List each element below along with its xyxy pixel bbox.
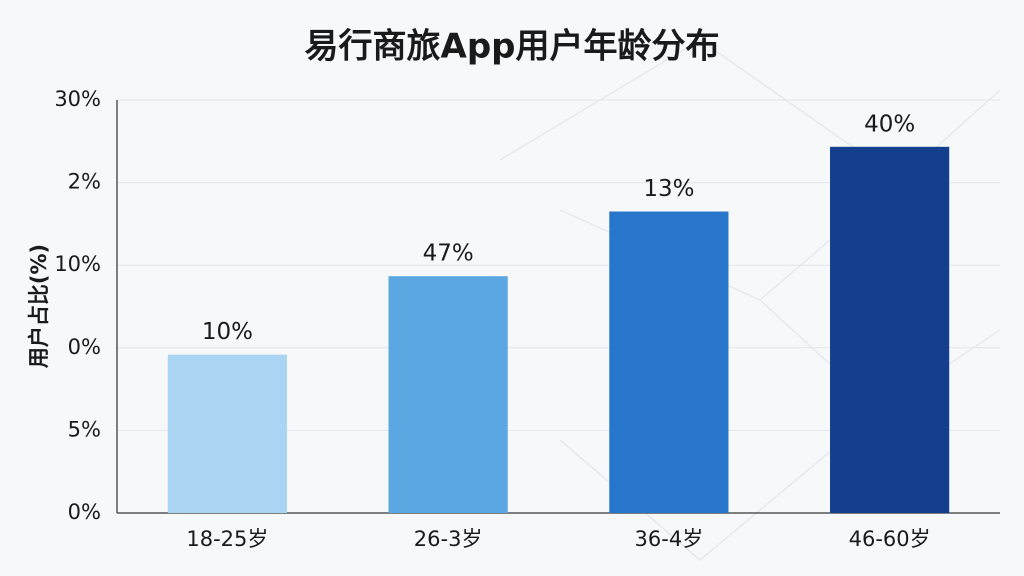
x-tick-label: 36-4岁 xyxy=(635,527,704,551)
background-pattern xyxy=(499,39,1001,561)
x-tick-label: 46-60岁 xyxy=(849,527,931,551)
bar-annotation: 40% xyxy=(864,111,915,137)
chart-title: 易行商旅App用户年龄分布 xyxy=(305,27,720,67)
bar-annotation: 10% xyxy=(202,319,253,345)
y-tick-label: 5% xyxy=(68,417,101,441)
bar xyxy=(830,146,950,513)
bar xyxy=(609,211,729,513)
y-tick-label: 10% xyxy=(54,252,101,276)
y-tick-label: 2% xyxy=(68,170,101,194)
bar xyxy=(167,354,287,513)
y-tick-label: 0% xyxy=(68,335,101,359)
bar xyxy=(388,276,508,513)
bar-annotation: 13% xyxy=(643,176,694,202)
x-tick-label: 26-3岁 xyxy=(414,527,483,551)
y-tick-label: 0% xyxy=(68,500,101,524)
y-tick-label: 30% xyxy=(54,87,101,111)
y-axis-label: 用户占比(%) xyxy=(27,244,51,368)
bar-annotation: 47% xyxy=(423,241,474,267)
x-tick-label: 18-25岁 xyxy=(186,527,268,551)
